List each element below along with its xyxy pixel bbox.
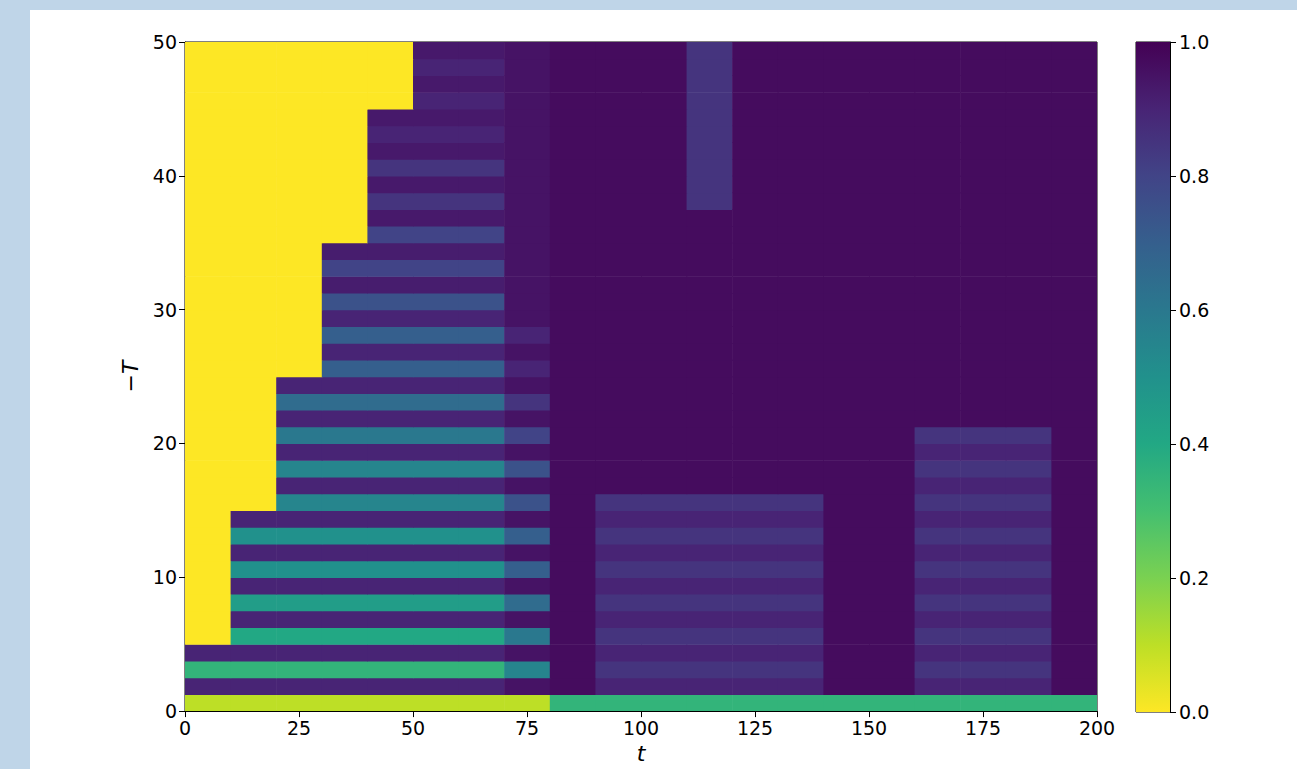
svg-text:50: 50	[153, 31, 177, 53]
svg-text:75: 75	[515, 717, 539, 739]
svg-text:0.6: 0.6	[1179, 299, 1209, 321]
svg-text:1.0: 1.0	[1179, 31, 1209, 53]
svg-text:150: 150	[851, 717, 887, 739]
svg-text:−T: −T	[118, 359, 143, 392]
svg-text:100: 100	[623, 717, 659, 739]
svg-text:175: 175	[965, 717, 1001, 739]
svg-text:0.2: 0.2	[1179, 567, 1209, 589]
svg-text:0: 0	[165, 700, 177, 722]
svg-text:20: 20	[153, 432, 177, 454]
svg-text:0.0: 0.0	[1179, 701, 1209, 723]
svg-text:0.4: 0.4	[1179, 433, 1209, 455]
svg-text:25: 25	[287, 717, 311, 739]
svg-text:200: 200	[1079, 717, 1115, 739]
svg-text:125: 125	[737, 717, 773, 739]
svg-text:50: 50	[401, 717, 425, 739]
svg-text:10: 10	[153, 566, 177, 588]
svg-text:0.8: 0.8	[1179, 165, 1209, 187]
svg-text:t: t	[637, 741, 647, 766]
svg-text:0: 0	[179, 717, 191, 739]
svg-text:40: 40	[153, 165, 177, 187]
svg-text:30: 30	[153, 299, 177, 321]
